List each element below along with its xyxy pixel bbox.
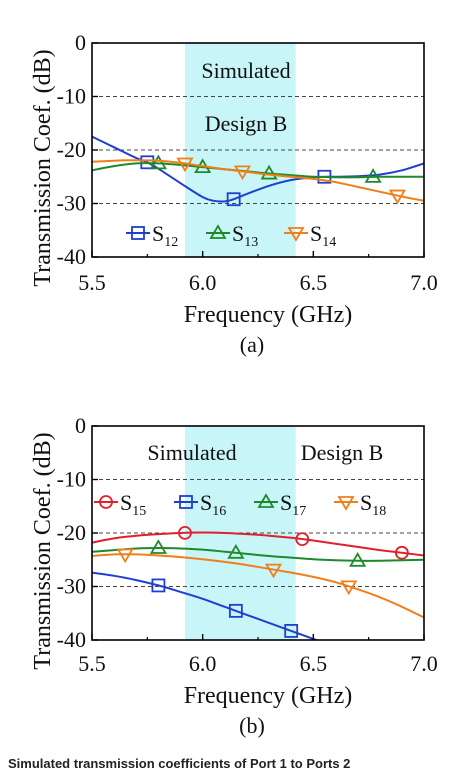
x-tick-label: 6.0 [189, 270, 217, 295]
panel-label: (a) [240, 332, 264, 357]
y-tick-label: -30 [57, 574, 86, 599]
annotation-simulated: Simulated [201, 58, 290, 83]
data-point-s13 [260, 164, 278, 180]
data-point-s18 [264, 563, 283, 579]
series-line-s15 [92, 531, 424, 557]
annotation-design: Design B [301, 440, 384, 465]
legend-marker [257, 493, 275, 508]
y-tick-label: -10 [57, 467, 86, 492]
figure-caption: Simulated transmission coefficients of P… [8, 756, 350, 769]
legend-item-s17: S17 [254, 490, 306, 519]
legend-item-s15: S15 [94, 490, 146, 519]
data-point-s16 [228, 603, 243, 618]
legend-item-s13: S13 [206, 221, 258, 250]
x-axis-label: Frequency (GHz) [184, 683, 353, 709]
data-point-s17 [349, 552, 367, 567]
y-tick-label: -40 [57, 244, 86, 269]
y-tick-label: -40 [57, 627, 86, 652]
legend-marker [209, 224, 227, 239]
y-tick-label: -20 [57, 137, 86, 162]
data-point-s15 [394, 545, 409, 560]
panel-label: (b) [239, 713, 265, 738]
y-tick-label: 0 [75, 30, 86, 55]
data-point-s17 [149, 539, 167, 554]
y-tick-label: -10 [57, 84, 86, 109]
data-point-s18 [116, 548, 134, 564]
x-axis-label: Frequency (GHz) [184, 302, 353, 328]
data-point-s16 [151, 578, 166, 593]
legend-marker [337, 496, 355, 511]
legend-item-s14: S14 [284, 221, 336, 250]
data-point-s13 [149, 154, 167, 170]
series-group [92, 525, 424, 640]
y-tick-label: -30 [57, 191, 86, 216]
legend-label: S16 [200, 490, 226, 519]
y-axis-label: Transmission Coef. (dB) [30, 432, 56, 669]
series-line-s14 [92, 159, 424, 202]
legend-label: S12 [152, 221, 178, 250]
x-tick-label: 6.0 [189, 651, 217, 676]
annotation-simulated: Simulated [147, 440, 236, 465]
series-line-s18 [92, 553, 424, 619]
legend-label: S15 [120, 490, 146, 519]
series-line-s16 [92, 571, 320, 640]
x-tick-label: 6.5 [300, 270, 328, 295]
y-axis-label: Transmission Coef. (dB) [30, 49, 56, 286]
x-tick-label: 6.5 [300, 651, 328, 676]
x-tick-label: 7.0 [410, 651, 438, 676]
data-point-s14 [176, 157, 194, 173]
annotation-design: Design B [205, 111, 288, 136]
data-point-s15 [295, 532, 310, 547]
data-point-s16 [284, 624, 299, 638]
data-point-s14 [388, 189, 407, 205]
legend-item-s12: S12 [126, 221, 178, 250]
data-point-s18 [340, 580, 358, 596]
legend-item-s18: S18 [334, 490, 386, 519]
x-tick-label: 7.0 [410, 270, 438, 295]
data-point-s17 [227, 544, 245, 559]
x-tick-label: 5.5 [78, 270, 106, 295]
legend-item-s16: S16 [174, 490, 226, 519]
legend-marker [131, 226, 145, 240]
series-group [92, 135, 424, 207]
legend-label: S17 [280, 490, 306, 519]
y-tick-label: 0 [75, 413, 86, 438]
chart-panel-b: Simulated Design B 5.5 6.0 6.5 7.0 0 -10 -20 -30 -… [30, 413, 438, 738]
legend-marker [99, 495, 113, 509]
legend-label: S18 [360, 490, 386, 519]
data-point-s14 [233, 165, 252, 181]
series-line-s17 [92, 546, 424, 562]
legend-label: S13 [232, 221, 258, 250]
data-point-s12 [226, 192, 241, 207]
data-point-s13 [364, 168, 382, 183]
chart-panel-a: Simulated Design B 5.5 6.0 6.5 7.0 0 -10 -20 -30 -… [30, 30, 438, 357]
data-point-s15 [178, 525, 192, 540]
legend-marker [179, 495, 193, 509]
x-tick-label: 5.5 [78, 651, 106, 676]
legend-label: S14 [310, 221, 336, 250]
y-tick-label: -20 [57, 520, 86, 545]
legend-marker [287, 227, 305, 242]
